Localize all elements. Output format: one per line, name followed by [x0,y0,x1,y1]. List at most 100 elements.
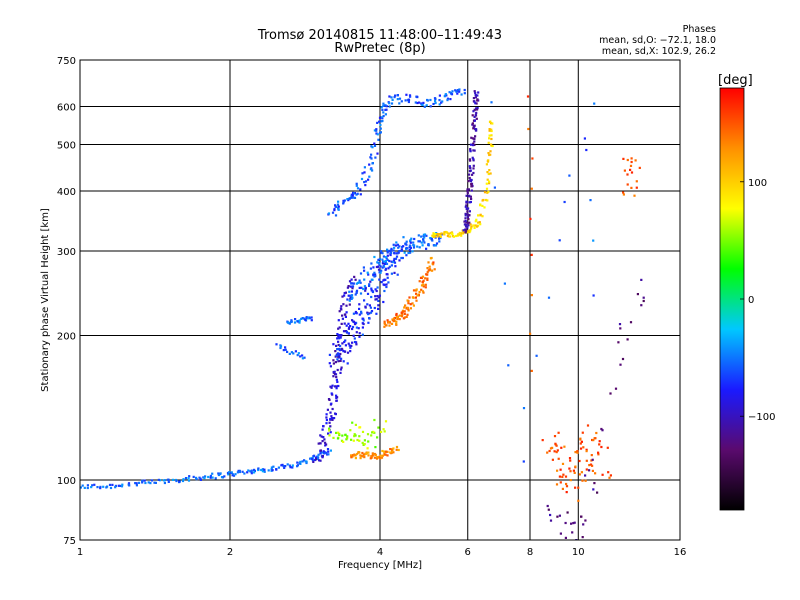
data-point [358,439,361,442]
data-point [380,106,383,109]
data-point [470,197,473,200]
data-point [490,137,493,141]
data-point [409,303,412,306]
data-point [392,259,396,262]
data-point [470,185,473,188]
data-point [579,442,582,445]
data-point [366,311,369,314]
data-point [446,97,449,100]
data-point [368,304,371,307]
data-point [279,345,283,348]
data-point [378,116,382,119]
data-point [306,317,310,320]
data-point [260,468,263,472]
data-point [375,129,378,132]
data-point [162,479,165,482]
data-point [413,237,416,241]
data-point [275,468,278,471]
data-point [548,449,551,453]
data-point [581,479,584,482]
data-point [355,289,359,292]
data-point [171,478,175,481]
data-point [231,473,234,476]
data-point [382,255,385,258]
data-point [388,95,391,98]
data-point [364,306,367,309]
data-point [381,252,384,255]
colorbar-tick-label: 0 [748,295,754,306]
data-point [267,469,270,472]
data-point [366,292,370,295]
data-point [230,471,233,474]
data-point [585,459,588,462]
data-point [384,267,388,270]
data-point [412,246,416,249]
data-point [390,272,393,275]
data-point [284,465,287,468]
data-point [404,304,407,307]
data-point [417,234,420,237]
data-point [416,101,419,105]
data-point [277,466,280,469]
data-point [321,440,324,443]
data-point [356,187,360,190]
data-point [381,266,384,269]
data-point [282,349,285,352]
data-point [363,453,366,456]
data-point [588,464,591,467]
data-point [472,224,476,227]
data-point [384,262,387,265]
data-point [358,279,361,282]
data-point [340,322,343,325]
data-point [202,476,205,479]
data-point [290,351,293,354]
data-point [204,475,207,478]
data-point [334,385,337,388]
data-point [598,443,601,446]
data-point [195,478,198,481]
data-point [422,235,425,238]
data-point [466,231,469,234]
data-point [577,499,580,502]
data-point [377,296,380,299]
data-point [261,470,264,473]
data-point [481,215,484,218]
data-point [366,303,369,306]
data-point [485,187,489,190]
data-point [382,300,385,304]
data-point [469,159,472,162]
data-point [369,306,372,309]
data-point [472,149,475,152]
data-point [466,189,469,193]
data-point [474,135,477,138]
data-point [354,323,357,326]
data-point [364,184,367,187]
data-point [416,245,419,248]
data-point [381,258,384,261]
data-point [86,486,89,490]
y-tick-label: 75 [63,536,76,547]
data-point [439,235,442,238]
data-point [383,320,386,323]
data-point [284,346,287,349]
data-point [178,480,181,483]
data-point [354,310,357,314]
data-point [383,450,386,453]
data-point [433,268,436,271]
data-point [559,532,562,535]
data-point [334,204,337,207]
data-point [354,423,357,426]
data-point [428,265,431,268]
data-point [558,514,561,517]
data-point [462,231,465,234]
data-point [584,474,587,477]
data-point [629,164,633,167]
data-point [388,265,391,268]
data-point [348,344,351,347]
data-point [421,244,424,247]
data-point [350,456,353,459]
data-point [409,246,412,250]
data-point [380,430,383,433]
data-point [582,446,585,449]
data-point [556,515,559,518]
